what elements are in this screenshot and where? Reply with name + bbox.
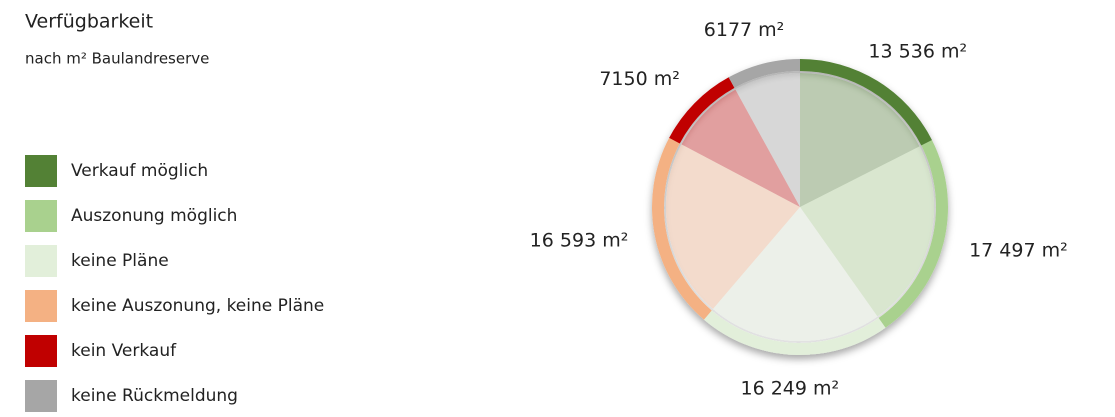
chart-title: Verfügbarkeit	[25, 11, 153, 33]
pie	[651, 59, 949, 356]
legend-label: keine Pläne	[71, 251, 169, 271]
pie-slice	[800, 146, 934, 317]
data-label: 7150 m²	[599, 68, 680, 90]
legend-label: keine Rückmeldung	[71, 386, 238, 406]
data-label: 17 497 m²	[969, 239, 1068, 261]
data-label: 16 249 m²	[740, 377, 839, 399]
pie-slice	[713, 207, 878, 341]
pie-slice	[800, 73, 920, 207]
ring-segment	[669, 77, 735, 144]
pie-slice	[681, 89, 800, 207]
data-label: 6177 m²	[704, 19, 785, 41]
ring-segment	[800, 59, 933, 146]
ring-segment	[878, 140, 949, 328]
ring-segment	[703, 310, 886, 356]
legend-label: Verkauf möglich	[71, 161, 208, 181]
legend-swatch	[25, 335, 57, 367]
legend-swatch	[25, 245, 57, 277]
legend-label: Auszonung möglich	[71, 206, 237, 226]
pie-slice	[666, 144, 800, 309]
chart-subtitle: nach m² Baulandreserve	[25, 50, 209, 68]
ring-segment	[651, 137, 712, 320]
data-label: 13 536 m²	[868, 40, 967, 62]
ring-segment	[728, 59, 800, 88]
legend-swatch	[25, 290, 57, 322]
legend-swatch	[25, 380, 57, 412]
legend-swatch	[25, 200, 57, 232]
data-label: 16 593 m²	[530, 230, 629, 252]
legend-label: keine Auszonung, keine Pläne	[71, 296, 324, 316]
legend-label: kein Verkauf	[71, 341, 177, 361]
legend-swatch	[25, 155, 57, 187]
pie-slice	[735, 73, 800, 207]
